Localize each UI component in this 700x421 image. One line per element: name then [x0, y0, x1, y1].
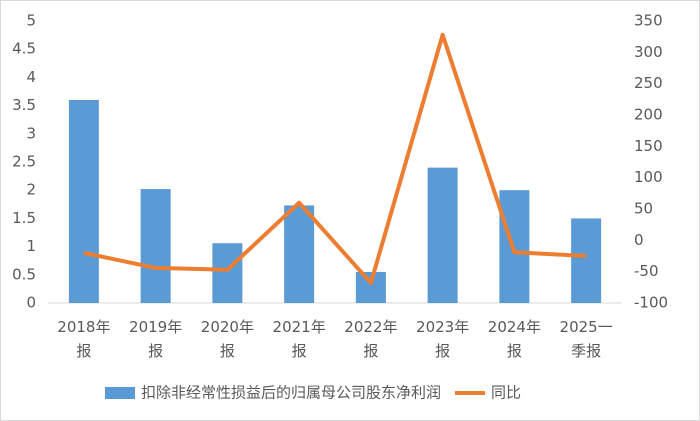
y-tick-label: 1 — [26, 237, 36, 255]
y2-tick-label: 0 — [634, 231, 644, 249]
y2-tick-label: 250 — [634, 74, 663, 92]
legend-label: 扣除非经常性损益后的归属母公司股东净利润 — [141, 384, 441, 402]
y2-tick-label: -50 — [634, 262, 659, 280]
y2-tick-label: 100 — [634, 168, 663, 186]
x-tick-label: 2025一季报 — [560, 318, 613, 360]
x-tick-label: 2024年报 — [488, 318, 541, 360]
y2-tick-label: 50 — [634, 200, 653, 218]
bar — [140, 189, 171, 303]
y-tick-label: 0 — [26, 294, 36, 312]
y-tick-label: 2.5 — [12, 153, 36, 171]
bar — [284, 205, 315, 303]
legend-label: 同比 — [491, 384, 521, 402]
y2-tick-label: 300 — [634, 43, 663, 61]
x-tick-label: 2020年报 — [201, 318, 254, 360]
x-tick-label: 2021年报 — [273, 318, 326, 360]
y-tick-label: 5 — [26, 12, 36, 30]
y-tick-label: 4.5 — [12, 40, 36, 58]
y-tick-label: 0.5 — [12, 265, 36, 283]
y2-tick-label: 350 — [634, 12, 663, 30]
bar — [212, 243, 243, 303]
bar — [571, 218, 602, 303]
x-tick-label: 2022年报 — [344, 318, 397, 360]
y2-tick-label: -100 — [634, 294, 668, 312]
bar — [427, 167, 458, 303]
x-tick-label: 2018年报 — [57, 318, 110, 360]
y-tick-label: 2 — [26, 181, 36, 199]
y-tick-label: 1.5 — [12, 209, 36, 227]
x-tick-label: 2023年报 — [416, 318, 469, 360]
y-tick-label: 3.5 — [12, 96, 36, 114]
y-tick-label: 3 — [26, 124, 36, 142]
bar — [68, 99, 99, 304]
line — [83, 32, 587, 285]
y-tick-label: 4 — [26, 68, 36, 86]
y2-tick-label: 150 — [634, 137, 663, 155]
legend-swatch — [105, 387, 135, 399]
y2-tick-label: 200 — [634, 106, 663, 124]
x-tick-label: 2019年报 — [129, 318, 182, 360]
